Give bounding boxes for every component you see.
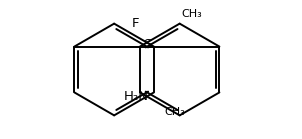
Text: CH₃: CH₃	[165, 107, 185, 117]
Text: H₂N: H₂N	[124, 90, 149, 103]
Text: F: F	[132, 17, 140, 30]
Text: CH₃: CH₃	[181, 9, 202, 19]
Text: S: S	[143, 38, 151, 51]
